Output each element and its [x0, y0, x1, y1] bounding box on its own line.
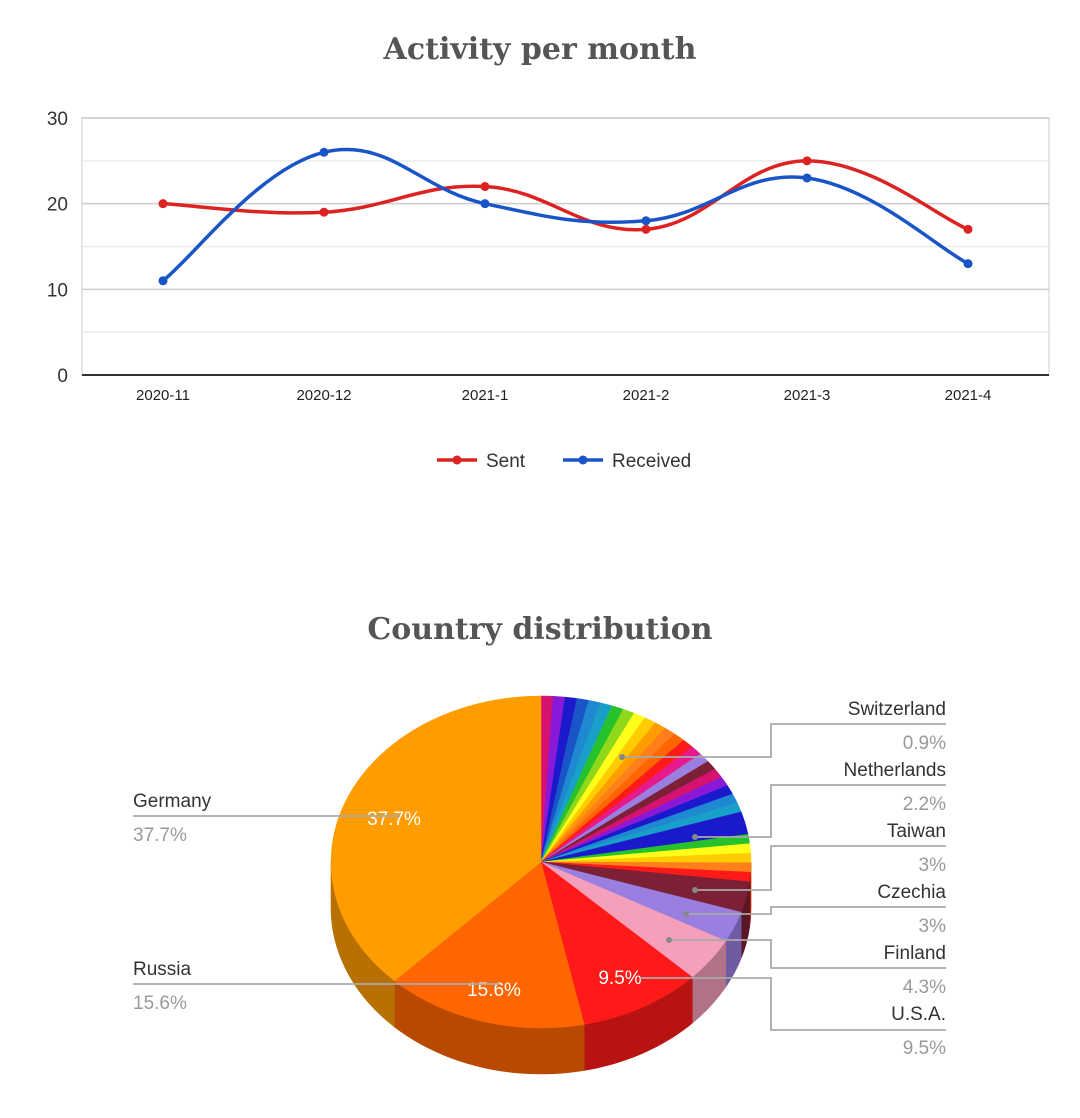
- legend-item: Received: [563, 451, 691, 472]
- leader-line: [686, 906, 946, 915]
- data-point: [802, 156, 812, 166]
- x-tick-label: 2020-11: [136, 387, 190, 404]
- label-finland: Finland 4.3%: [666, 937, 946, 998]
- data-point: [480, 182, 490, 192]
- label-taiwan: Taiwan 3%: [692, 821, 946, 893]
- x-tick-label: 2021-4: [945, 387, 992, 404]
- slice-percent-label: 15.6%: [467, 980, 521, 1001]
- data-point: [963, 224, 973, 234]
- series-sent: [158, 156, 973, 234]
- data-point: [319, 207, 329, 217]
- pie-slice-u-s-a-: [540, 861, 693, 1025]
- x-tick-label: 2021-1: [462, 387, 509, 404]
- label-netherlands: Netherlands 2.2%: [692, 760, 946, 840]
- leader-dot: [692, 887, 698, 893]
- slice-percent-label: 37.7%: [133, 825, 187, 846]
- data-point: [963, 259, 973, 269]
- x-tick-label: 2020-12: [296, 387, 351, 404]
- slice-percent-label: 2.2%: [903, 794, 946, 815]
- pie-slice-germany: [330, 695, 542, 982]
- data-point: [158, 276, 168, 286]
- label-russia: Russia 15.6%: [133, 959, 500, 1014]
- legend: Sent Received: [437, 451, 691, 472]
- slice-percent-label: 3%: [919, 916, 947, 937]
- leader-dot: [619, 754, 625, 760]
- series-received: [158, 147, 973, 286]
- pie-chart: 37.7% 15.6% 9.5% Germany 37.7% Russia 15.6% Swi…: [133, 695, 946, 1075]
- legend-label: Received: [612, 451, 691, 472]
- slice-percent-label: 4.3%: [903, 977, 946, 998]
- slice-percent-label: 9.5%: [598, 968, 641, 989]
- slice-percent-label: 0.9%: [903, 733, 946, 754]
- data-point: [641, 216, 651, 226]
- data-point: [480, 199, 490, 209]
- leader-line: [695, 784, 946, 838]
- slice-name-label: Switzerland: [848, 699, 946, 720]
- y-tick-label: 20: [47, 195, 68, 216]
- slice-name-label: Netherlands: [844, 760, 946, 781]
- pie-external-labels: Germany 37.7% Russia 15.6% Switzerland 0.9% Ne…: [133, 699, 946, 1059]
- slice-percent-label: 15.6%: [133, 993, 187, 1014]
- leader-dot: [692, 834, 698, 840]
- leader-dot: [683, 911, 689, 917]
- y-tick-label: 30: [47, 109, 68, 130]
- legend-swatch-dot: [578, 455, 588, 465]
- slice-name-label: U.S.A.: [891, 1004, 946, 1025]
- slice-percent-label: 3%: [919, 855, 947, 876]
- label-u-s-a: U.S.A. 9.5%: [640, 977, 946, 1059]
- slice-name-label: Germany: [133, 791, 212, 812]
- leader-line: [669, 939, 946, 969]
- legend-item: Sent: [437, 451, 526, 472]
- pie-chart-title: Country distribution: [367, 612, 713, 647]
- legend-swatch-dot: [452, 455, 462, 465]
- line-chart-title: Activity per month: [383, 32, 697, 67]
- slice-percent-label: 37.7%: [367, 809, 421, 830]
- pie-side-walls: [330, 861, 752, 1075]
- slice-percent-label: 9.5%: [903, 1038, 946, 1059]
- data-point: [641, 224, 651, 234]
- data-point: [158, 199, 168, 209]
- legend-label: Sent: [486, 451, 526, 472]
- label-czechia: Czechia 3%: [683, 882, 946, 937]
- leader-line: [695, 845, 946, 891]
- x-tick-label: 2021-3: [784, 387, 831, 404]
- pie-slice-russia: [393, 861, 585, 1029]
- label-switzerland: Switzerland 0.9%: [619, 699, 946, 760]
- leader-line: [640, 977, 946, 1031]
- y-tick-label: 10: [47, 280, 68, 301]
- data-point: [802, 173, 812, 183]
- series-line: [161, 147, 969, 283]
- pie-top: [330, 695, 752, 1029]
- leader-dot: [666, 937, 672, 943]
- slice-name-label: Russia: [133, 959, 192, 980]
- leader-line: [622, 723, 946, 758]
- slice-name-label: Czechia: [877, 882, 946, 903]
- label-germany: Germany 37.7%: [133, 791, 400, 846]
- slice-name-label: Taiwan: [887, 821, 946, 842]
- slice-name-label: Finland: [884, 943, 946, 964]
- data-point: [319, 147, 329, 157]
- series-line: [162, 159, 969, 232]
- pie-inner-labels: 37.7% 15.6% 9.5%: [367, 809, 642, 1001]
- line-chart: 0 10 20 30 2020-11 2020-12 2021-1 2021-2 2021-3 2…: [47, 109, 1050, 472]
- x-tick-label: 2021-2: [623, 387, 670, 404]
- y-tick-label: 0: [57, 366, 68, 387]
